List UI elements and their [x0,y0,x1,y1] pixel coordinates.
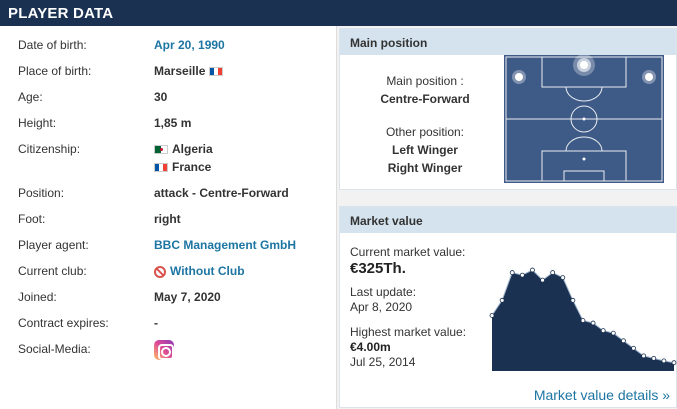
fact-label: Social-Media: [18,342,91,356]
date-of-birth-link[interactable]: Apr 20, 1990 [154,38,225,52]
market-value-point[interactable] [631,345,636,351]
current-market-value: €325Th. [350,260,406,277]
market-value-point[interactable] [621,338,626,344]
main-position-label: Main position : [386,74,464,88]
contract-expires-value: - [154,316,158,330]
fact-row-position: Position: attack - Centre-Forward [0,180,336,206]
sidebar: Main position Main position : Centre-For… [336,26,677,409]
position-right-winger-marker [642,70,656,84]
no-club-icon [154,265,166,278]
market-value-box: Market value Current market value: €325T… [339,206,677,408]
fact-label: Date of birth: [18,38,87,52]
market-value-point[interactable] [600,328,606,334]
player-agent-link[interactable]: BBC Management GmbH [154,238,297,252]
market-value-point[interactable] [509,270,515,275]
market-value-details-link[interactable]: Market value details » [533,387,670,403]
market-value-point[interactable] [671,360,677,366]
height-value: 1,85 m [154,116,192,130]
main-position-title: Main position [340,29,676,55]
main-position-box: Main position Main position : Centre-For… [339,28,677,190]
fact-label: Player agent: [18,238,89,252]
market-value-point[interactable] [641,353,647,359]
current-club-link[interactable]: Without Club [154,264,245,278]
citizenship-text-1: Algeria [172,142,213,156]
fact-row-citizenship: Citizenship: Algeria France [0,136,336,176]
pitch-diagram [504,55,664,183]
market-value-point[interactable] [580,318,586,323]
age-value: 30 [154,90,168,104]
pitch-centre-circle [570,105,598,133]
position-value: attack - Centre-Forward [154,186,289,200]
fact-row-contract-expires: Contract expires: - [0,310,336,336]
citizenship-value-2: France [154,160,211,174]
algeria-flag-icon [154,145,168,155]
market-value-chart[interactable] [488,259,677,374]
other-position-value: Right Winger [387,161,463,175]
pitch-top-arc [565,86,603,102]
highest-market-value-date: Jul 25, 2014 [350,355,416,369]
market-value-point[interactable] [530,267,535,273]
current-market-value-label: Current market value: [350,245,466,259]
joined-value: May 7, 2020 [154,290,221,304]
pitch-bottom-arc [565,136,603,152]
pitch-penalty-spot [582,157,586,161]
market-value-point[interactable] [499,297,505,303]
place-of-birth-value: Marseille [154,64,224,78]
fact-row-foot: Foot: right [0,206,336,232]
fact-row-date-of-birth: Date of birth: Apr 20, 1990 [0,32,336,58]
france-flag-icon [209,67,224,77]
other-position-label: Other position: [385,125,465,139]
fact-label: Height: [18,116,57,130]
market-value-point[interactable] [590,320,596,326]
player-facts: Date of birth: Apr 20, 1990 Place of bir… [0,26,336,409]
market-value-point[interactable] [540,277,545,283]
last-update-value: Apr 8, 2020 [350,300,413,314]
pitch-centre-spot [582,117,586,121]
market-value-point[interactable] [651,355,657,361]
main-position-value: Centre-Forward [380,92,470,106]
market-value-point[interactable] [560,275,566,281]
fact-label: Current club: [18,264,87,278]
fact-row-age: Age: 30 [0,84,336,110]
fact-label: Place of birth: [18,64,92,78]
fact-label: Foot: [18,212,46,226]
position-left-winger-marker [512,70,526,84]
instagram-icon[interactable] [154,340,174,360]
highest-market-value-label: Highest market value: [350,325,467,339]
fact-row-current-club: Current club: Without Club [0,258,336,284]
fact-row-player-agent: Player agent: BBC Management GmbH [0,232,336,258]
citizenship-text-2: France [172,160,212,174]
fact-label: Joined: [18,290,57,304]
market-value-point[interactable] [661,358,667,364]
market-value-point[interactable] [570,297,576,303]
fact-label: Age: [18,90,43,104]
other-position-value: Left Winger [392,143,458,157]
highest-market-value: €4.00m [350,340,391,354]
fact-label: Citizenship: [18,142,81,156]
market-value-point[interactable] [519,272,525,278]
pitch-top-box [541,56,627,88]
fact-row-joined: Joined: May 7, 2020 [0,284,336,310]
section-header: PLAYER DATA [0,0,677,26]
current-club-text: Without Club [170,264,245,278]
last-update-label: Last update: [350,285,417,299]
foot-value: right [154,212,181,226]
position-centre-forward-marker [573,55,595,76]
fact-row-height: Height: 1,85 m [0,110,336,136]
citizenship-value-1: Algeria [154,142,213,156]
fact-label: Contract expires: [18,316,109,330]
market-value-title: Market value [340,207,676,233]
market-value-point[interactable] [610,330,616,336]
market-value-point[interactable] [550,270,556,275]
section-title: PLAYER DATA [8,5,114,22]
fact-label: Position: [18,186,65,200]
pitch-bottom-goal-box [563,170,605,182]
france-flag-icon [154,163,168,173]
fact-row-place-of-birth: Place of birth: Marseille [0,58,336,84]
place-of-birth-text: Marseille [154,64,206,78]
market-value-point[interactable] [489,313,495,318]
fact-row-social-media: Social-Media: [0,336,336,362]
